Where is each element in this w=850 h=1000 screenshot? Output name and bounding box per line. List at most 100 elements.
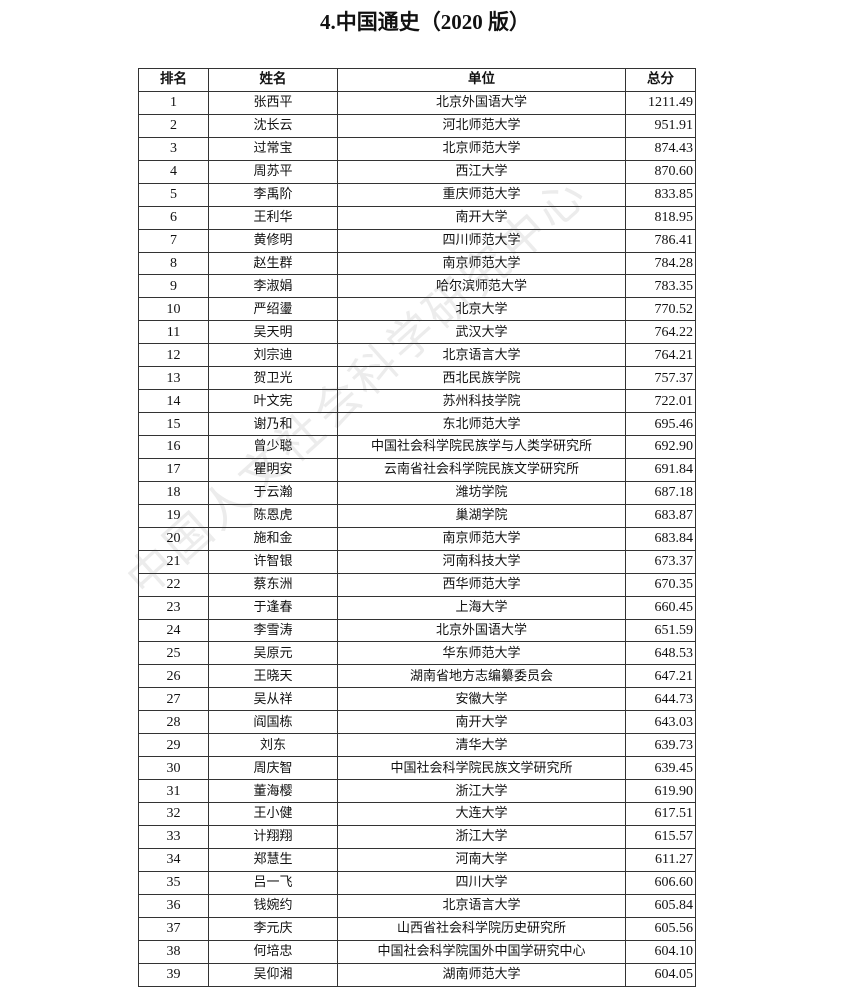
score-cell: 770.52 [625,297,696,322]
rank-cell: 16 [138,435,209,459]
name-cell: 何培忠 [208,939,338,964]
institution-cell: 巢湖学院 [337,503,626,528]
name-cell: 周苏平 [208,159,338,184]
rank-cell: 6 [138,205,209,230]
table-row: 11 吴天明 武汉大学 764.22 [138,320,696,345]
rank-cell: 31 [138,779,209,803]
institution-cell: 河北师范大学 [337,113,626,138]
score-cell: 606.60 [625,870,696,895]
institution-cell: 四川大学 [337,870,626,895]
table-row: 26 王晓天 湖南省地方志编纂委员会 647.21 [138,664,696,689]
institution-cell: 大连大学 [337,802,626,826]
rank-cell: 25 [138,641,209,666]
institution-cell: 南京师范大学 [337,251,626,276]
rank-cell: 39 [138,962,209,987]
rank-cell: 26 [138,664,209,689]
rank-cell: 37 [138,916,209,941]
institution-cell: 河南科技大学 [337,549,626,574]
table-row: 21 许智银 河南科技大学 673.37 [138,549,696,574]
institution-cell: 重庆师范大学 [337,182,626,207]
score-cell: 687.18 [625,480,696,505]
table-row: 1 张西平 北京外国语大学 1211.49 [138,90,696,115]
name-cell: 王晓天 [208,664,338,689]
name-cell: 阎国栋 [208,710,338,735]
institution-cell: 南开大学 [337,710,626,735]
name-cell: 董海樱 [208,779,338,803]
institution-cell: 安徽大学 [337,687,626,712]
header-score: 总分 [625,68,696,92]
name-cell: 吕一飞 [208,870,338,895]
name-cell: 过常宝 [208,136,338,161]
name-cell: 吴仰湘 [208,962,338,987]
score-cell: 615.57 [625,824,696,849]
institution-cell: 中国社会科学院国外中国学研究中心 [337,939,626,964]
name-cell: 贺卫光 [208,366,338,391]
page-title: 4.中国通史（2020 版） [320,10,530,34]
institution-cell: 南开大学 [337,205,626,230]
institution-cell: 西江大学 [337,159,626,184]
table-row: 29 刘东 清华大学 639.73 [138,733,696,758]
name-cell: 黄修明 [208,228,338,253]
header-rank: 排名 [138,68,209,92]
table-row: 25 吴原元 华东师范大学 648.53 [138,641,696,666]
table-row: 32 王小健 大连大学 617.51 [138,802,696,826]
institution-cell: 东北师范大学 [337,412,626,436]
table-row: 2 沈长云 河北师范大学 951.91 [138,113,696,138]
name-cell: 瞿明安 [208,457,338,482]
rank-cell: 21 [138,549,209,574]
score-cell: 617.51 [625,802,696,826]
table-row: 37 李元庆 山西省社会科学院历史研究所 605.56 [138,916,696,941]
rank-cell: 18 [138,480,209,505]
institution-cell: 潍坊学院 [337,480,626,505]
rank-cell: 15 [138,412,209,436]
table-row: 38 何培忠 中国社会科学院国外中国学研究中心 604.10 [138,939,696,964]
score-cell: 764.21 [625,343,696,368]
name-cell: 钱婉约 [208,893,338,918]
score-cell: 673.37 [625,549,696,574]
institution-cell: 华东师范大学 [337,641,626,666]
institution-cell: 浙江大学 [337,779,626,803]
table-row: 3 过常宝 北京师范大学 874.43 [138,136,696,161]
score-cell: 639.73 [625,733,696,758]
table-row: 16 曾少聪 中国社会科学院民族学与人类学研究所 692.90 [138,435,696,459]
rank-cell: 14 [138,389,209,414]
score-cell: 651.59 [625,618,696,643]
name-cell: 赵生群 [208,251,338,276]
institution-cell: 哈尔滨师范大学 [337,274,626,299]
score-cell: 644.73 [625,687,696,712]
name-cell: 李淑娟 [208,274,338,299]
rank-cell: 5 [138,182,209,207]
score-cell: 764.22 [625,320,696,345]
table-row: 10 严绍璗 北京大学 770.52 [138,297,696,322]
score-cell: 951.91 [625,113,696,138]
score-cell: 683.84 [625,526,696,551]
name-cell: 于逢春 [208,595,338,620]
table-row: 33 计翔翔 浙江大学 615.57 [138,824,696,849]
rank-cell: 22 [138,572,209,597]
institution-cell: 北京师范大学 [337,136,626,161]
name-cell: 谢乃和 [208,412,338,436]
score-cell: 722.01 [625,389,696,414]
score-cell: 784.28 [625,251,696,276]
institution-cell: 浙江大学 [337,824,626,849]
name-cell: 于云瀚 [208,480,338,505]
rank-cell: 2 [138,113,209,138]
institution-cell: 西北民族学院 [337,366,626,391]
score-cell: 605.84 [625,893,696,918]
institution-cell: 北京语言大学 [337,893,626,918]
table-row: 6 王利华 南开大学 818.95 [138,205,696,230]
name-cell: 施和金 [208,526,338,551]
rank-cell: 24 [138,618,209,643]
rank-cell: 1 [138,90,209,115]
header-name: 姓名 [208,68,338,92]
table-row: 4 周苏平 西江大学 870.60 [138,159,696,184]
institution-cell: 清华大学 [337,733,626,758]
table-row: 18 于云瀚 潍坊学院 687.18 [138,480,696,505]
rank-cell: 32 [138,802,209,826]
score-cell: 683.87 [625,503,696,528]
institution-cell: 武汉大学 [337,320,626,345]
name-cell: 周庆智 [208,756,338,781]
name-cell: 吴从祥 [208,687,338,712]
institution-cell: 苏州科技学院 [337,389,626,414]
rank-cell: 17 [138,457,209,482]
